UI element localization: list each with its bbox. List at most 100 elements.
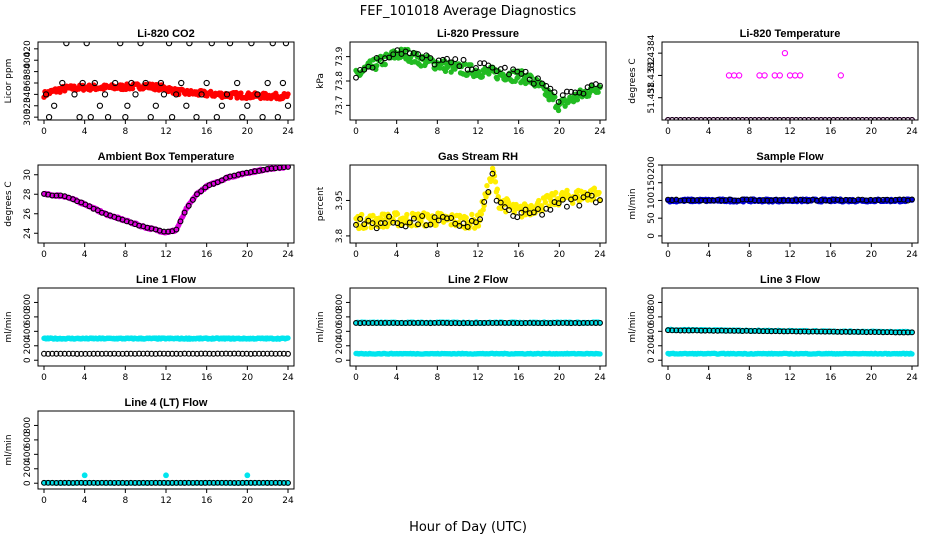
data-point xyxy=(481,320,488,326)
x-tick-label: 16 xyxy=(201,127,213,137)
data-point xyxy=(542,199,549,206)
x-tick-label: 20 xyxy=(866,373,878,383)
data-point xyxy=(572,319,579,326)
data-point xyxy=(234,79,241,87)
data-point xyxy=(419,320,426,326)
y-tick-label: 0 xyxy=(23,357,33,363)
y-tick-label: 300 xyxy=(23,108,33,125)
data-point xyxy=(127,350,134,357)
data-point xyxy=(104,114,112,120)
data-point xyxy=(137,42,144,47)
data-point xyxy=(431,214,438,221)
data-point xyxy=(497,199,504,206)
x-tick-label: 12 xyxy=(472,127,483,137)
data-point xyxy=(771,72,778,79)
data-point xyxy=(481,198,488,205)
data-point xyxy=(361,66,368,73)
data-point xyxy=(514,214,521,221)
data-point xyxy=(731,117,738,120)
data-point xyxy=(551,319,558,326)
data-point xyxy=(574,97,581,103)
x-tick-label: 16 xyxy=(825,127,837,137)
panel-2: Li-820 Pressure kPa 0 4 8 12 16 20 24 73.7 73.8 73.… xyxy=(316,28,607,137)
data-point xyxy=(830,117,837,120)
data-point xyxy=(69,350,76,357)
data-point xyxy=(49,192,56,199)
data-point xyxy=(435,217,442,224)
x-tick-label: 4 xyxy=(82,496,88,506)
data-point xyxy=(101,91,109,98)
y-tick-label: 100 xyxy=(647,192,657,209)
x-tick-label: 4 xyxy=(394,250,400,260)
data-point xyxy=(875,329,882,336)
series-layer xyxy=(41,165,291,236)
data-point xyxy=(888,329,895,336)
data-point xyxy=(74,479,81,486)
data-point xyxy=(208,42,215,47)
data-point xyxy=(419,213,426,219)
data-point xyxy=(801,328,808,335)
data-point xyxy=(842,117,849,120)
data-point xyxy=(859,329,866,335)
x-tick-label: 24 xyxy=(906,127,918,137)
data-point xyxy=(710,197,717,204)
data-point xyxy=(140,350,147,357)
data-point xyxy=(805,328,812,335)
x-tick-label: 4 xyxy=(82,373,88,383)
data-point xyxy=(148,350,155,357)
data-point xyxy=(235,350,242,357)
data-point xyxy=(285,335,291,341)
data-point xyxy=(539,80,546,87)
data-point xyxy=(813,197,820,204)
y-tick-label: 400 xyxy=(23,51,33,68)
x-tick-label: 4 xyxy=(706,127,712,137)
data-point xyxy=(867,329,874,335)
data-point xyxy=(218,479,225,486)
data-point xyxy=(369,320,376,326)
data-point xyxy=(555,320,562,327)
data-point xyxy=(576,202,583,209)
data-point xyxy=(822,328,829,335)
data-point xyxy=(472,320,479,326)
data-point xyxy=(896,117,903,120)
x-tick-label: 4 xyxy=(82,127,88,137)
data-point xyxy=(698,197,705,204)
data-point xyxy=(243,169,250,176)
y-tick-label: 3.95 xyxy=(335,190,345,210)
data-point xyxy=(693,197,700,204)
data-point xyxy=(698,117,705,120)
data-point xyxy=(568,320,575,327)
data-point xyxy=(256,350,263,357)
data-point xyxy=(247,479,254,486)
data-point xyxy=(584,319,591,326)
data-point xyxy=(718,117,725,120)
plot-frame xyxy=(37,41,295,121)
y-tick-label: 340 xyxy=(23,86,33,103)
data-point xyxy=(847,328,853,335)
data-point xyxy=(801,117,808,120)
data-point xyxy=(665,196,671,203)
x-tick-label: 24 xyxy=(282,373,294,383)
data-point xyxy=(81,472,88,479)
data-point xyxy=(282,42,290,47)
data-point xyxy=(251,168,258,175)
data-point xyxy=(718,197,725,204)
data-point xyxy=(822,117,829,120)
data-point xyxy=(128,79,135,87)
data-point xyxy=(568,88,575,95)
data-point xyxy=(760,328,767,335)
data-point xyxy=(597,351,603,357)
y-tick-label: 400 xyxy=(335,322,345,339)
data-point xyxy=(152,479,159,486)
data-point xyxy=(884,329,891,336)
data-point xyxy=(94,479,101,486)
x-tick-label: 24 xyxy=(906,250,918,260)
data-point xyxy=(706,327,713,334)
data-point xyxy=(264,350,271,357)
data-point xyxy=(501,319,508,326)
data-point xyxy=(45,350,52,357)
y-tick-label: 380 xyxy=(23,63,33,80)
x-tick-label: 16 xyxy=(201,373,213,383)
data-point xyxy=(276,165,283,171)
data-point xyxy=(49,479,56,486)
